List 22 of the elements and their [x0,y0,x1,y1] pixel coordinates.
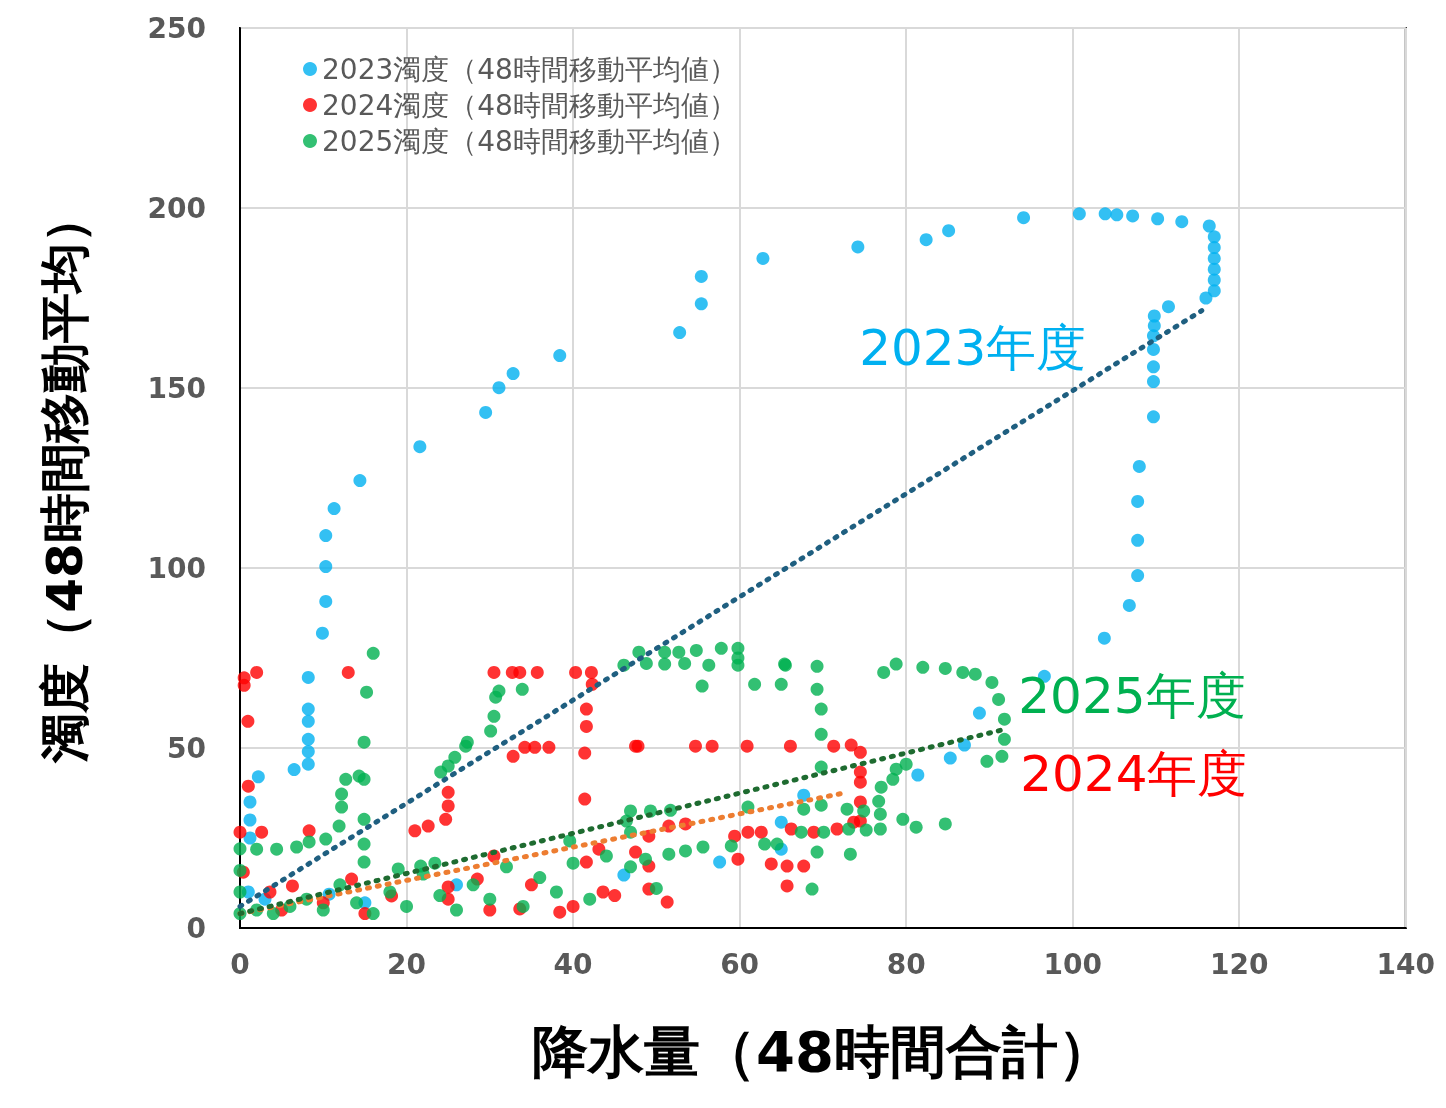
annotation: 2025年度 [1018,667,1246,725]
y-tick-label: 100 [147,551,206,585]
y-tick-label: 0 [186,911,206,945]
y-axis-title: 濁度（48時間移動平均） [36,193,94,764]
y-tick-label: 250 [147,11,206,45]
x-tick-label: 20 [387,947,427,981]
x-tick-label: 140 [1376,947,1435,981]
y-tick-label: 200 [147,191,206,225]
x-tick-label: 60 [720,947,760,981]
x-tick-label: 0 [230,947,250,981]
y-tick-label: 50 [167,731,206,765]
annotation: 2023年度 [859,318,1087,377]
y-tick-label: 150 [147,371,206,405]
annotation: 2024年度 [1020,745,1248,804]
x-tick-label: 100 [1043,947,1102,981]
legend-label: 2025濁度（48時間移動平均値） [322,124,737,158]
x-axis-title: 降水量（48時間合計） [531,1018,1114,1084]
x-tick-label: 40 [553,947,593,981]
x-tick-label: 80 [886,947,926,981]
legend-label: 2024濁度（48時間移動平均値） [322,88,737,122]
x-tick-label: 120 [1210,947,1269,981]
legend-label: 2023濁度（48時間移動平均値） [322,52,737,86]
